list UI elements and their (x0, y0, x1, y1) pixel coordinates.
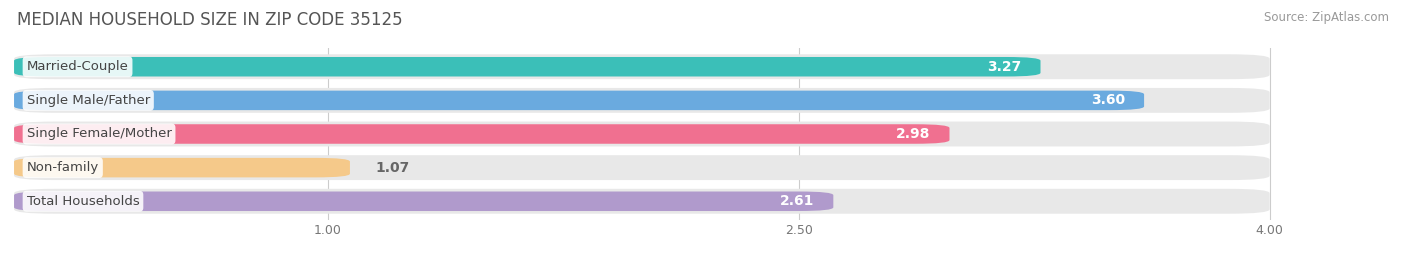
Text: Total Households: Total Households (27, 195, 139, 208)
FancyBboxPatch shape (14, 54, 1270, 79)
Text: 3.27: 3.27 (987, 60, 1022, 74)
Text: 2.61: 2.61 (780, 194, 814, 208)
Text: Single Female/Mother: Single Female/Mother (27, 128, 172, 140)
Text: Married-Couple: Married-Couple (27, 60, 128, 73)
Text: Single Male/Father: Single Male/Father (27, 94, 150, 107)
Text: 3.60: 3.60 (1091, 93, 1125, 107)
FancyBboxPatch shape (14, 124, 949, 144)
FancyBboxPatch shape (14, 189, 1270, 214)
Text: Source: ZipAtlas.com: Source: ZipAtlas.com (1264, 11, 1389, 24)
FancyBboxPatch shape (14, 122, 1270, 146)
FancyBboxPatch shape (14, 158, 350, 177)
FancyBboxPatch shape (14, 155, 1270, 180)
FancyBboxPatch shape (14, 91, 1144, 110)
Text: Non-family: Non-family (27, 161, 98, 174)
FancyBboxPatch shape (14, 57, 1040, 76)
FancyBboxPatch shape (14, 88, 1270, 113)
FancyBboxPatch shape (14, 192, 834, 211)
Text: MEDIAN HOUSEHOLD SIZE IN ZIP CODE 35125: MEDIAN HOUSEHOLD SIZE IN ZIP CODE 35125 (17, 11, 402, 29)
Text: 1.07: 1.07 (375, 161, 409, 175)
Text: 2.98: 2.98 (896, 127, 931, 141)
